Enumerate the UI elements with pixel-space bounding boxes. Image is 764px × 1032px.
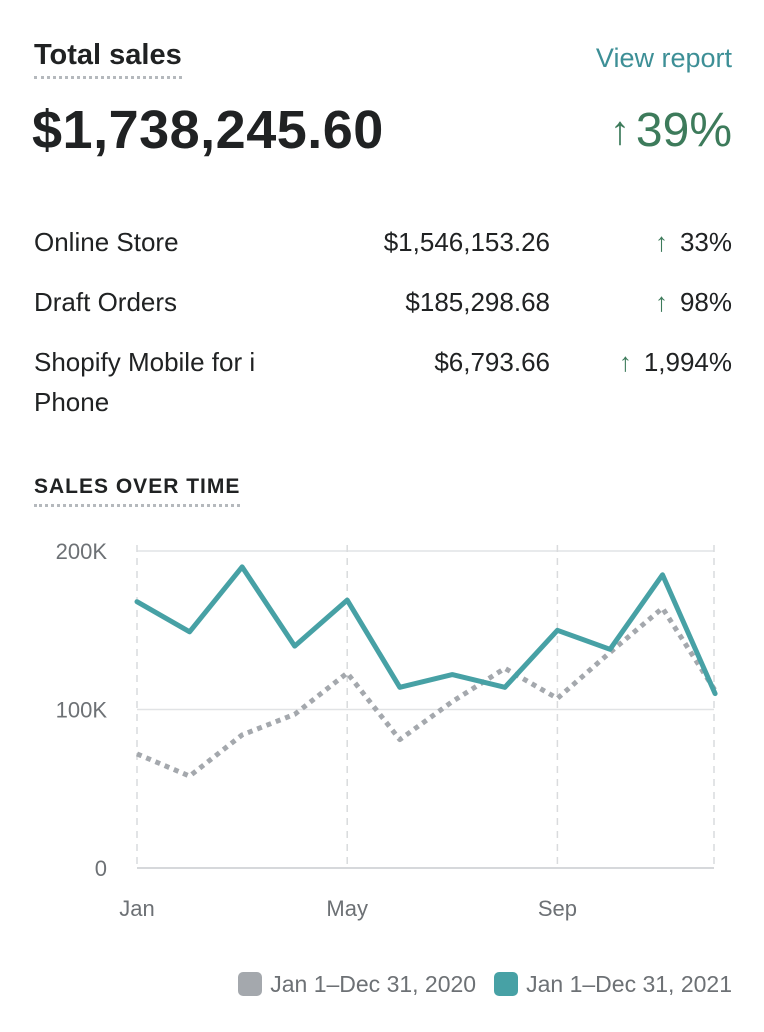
series-line-2021 [134, 564, 718, 697]
breakdown-label: Draft Orders [34, 287, 178, 317]
total-sales-change: ↑ 39% [610, 100, 732, 162]
x-tick-label: Sep [538, 896, 577, 921]
legend-label: Jan 1–Dec 31, 2021 [526, 971, 732, 997]
total-sales-value: $1,738,245.60 [32, 100, 384, 160]
x-tick-label: May [326, 896, 368, 921]
breakdown-change-value: 1,994% [643, 347, 732, 377]
y-tick-label: 0 [95, 856, 107, 881]
legend-item-2021[interactable]: Jan 1–Dec 31, 2021 [494, 966, 732, 1002]
sales-over-time-chart: 200K 100K 0 Jan May Sep [56, 539, 718, 921]
card-title[interactable]: Total sales [34, 38, 182, 79]
arrow-up-icon: ↑ [654, 287, 668, 317]
breakdown-row-online-store: Online Store $1,546,153.26 ↑ 33% [34, 222, 732, 282]
total-change-value: 39% [635, 104, 732, 157]
y-tick-label: 200K [56, 539, 108, 564]
breakdown-label: Shopify Mobile for i Phone [34, 347, 256, 417]
y-tick-label: 100K [56, 698, 108, 723]
legend-swatch [238, 972, 263, 996]
breakdown-row-draft-orders: Draft Orders $185,298.68 ↑ 98% [34, 282, 732, 342]
arrow-up-icon: ↑ [654, 227, 668, 257]
chart-legend: Jan 1–Dec 31, 2020 Jan 1–Dec 31, 2021 [220, 966, 732, 1002]
breakdown-change: ↑ 1,994% [619, 342, 732, 382]
legend-label: Jan 1–Dec 31, 2020 [270, 971, 477, 997]
sales-breakdown: Online Store $1,546,153.26 ↑ 33% Draft Or… [34, 222, 732, 422]
breakdown-change: ↑ 33% [655, 222, 732, 262]
series-line-2020 [136, 605, 718, 779]
view-report-link[interactable]: View report [595, 43, 732, 73]
legend-swatch [494, 972, 519, 996]
breakdown-change-value: 98% [679, 287, 732, 317]
x-tick-label: Jan [119, 896, 154, 921]
breakdown-amount: $6,793.66 [434, 347, 550, 377]
breakdown-change-value: 33% [679, 227, 732, 257]
breakdown-change: ↑ 98% [655, 282, 732, 322]
arrow-up-icon: ↑ [609, 109, 630, 153]
breakdown-row-shopify-mobile: Shopify Mobile for i Phone $6,793.66 ↑ 1,… [34, 342, 732, 422]
breakdown-amount: $1,546,153.26 [383, 227, 550, 257]
breakdown-label: Online Store [34, 227, 179, 257]
arrow-up-icon: ↑ [618, 347, 632, 377]
breakdown-amount: $185,298.68 [405, 287, 550, 317]
chart-title[interactable]: SALES OVER TIME [34, 474, 241, 507]
legend-item-2020[interactable]: Jan 1–Dec 31, 2020 [238, 966, 476, 1002]
